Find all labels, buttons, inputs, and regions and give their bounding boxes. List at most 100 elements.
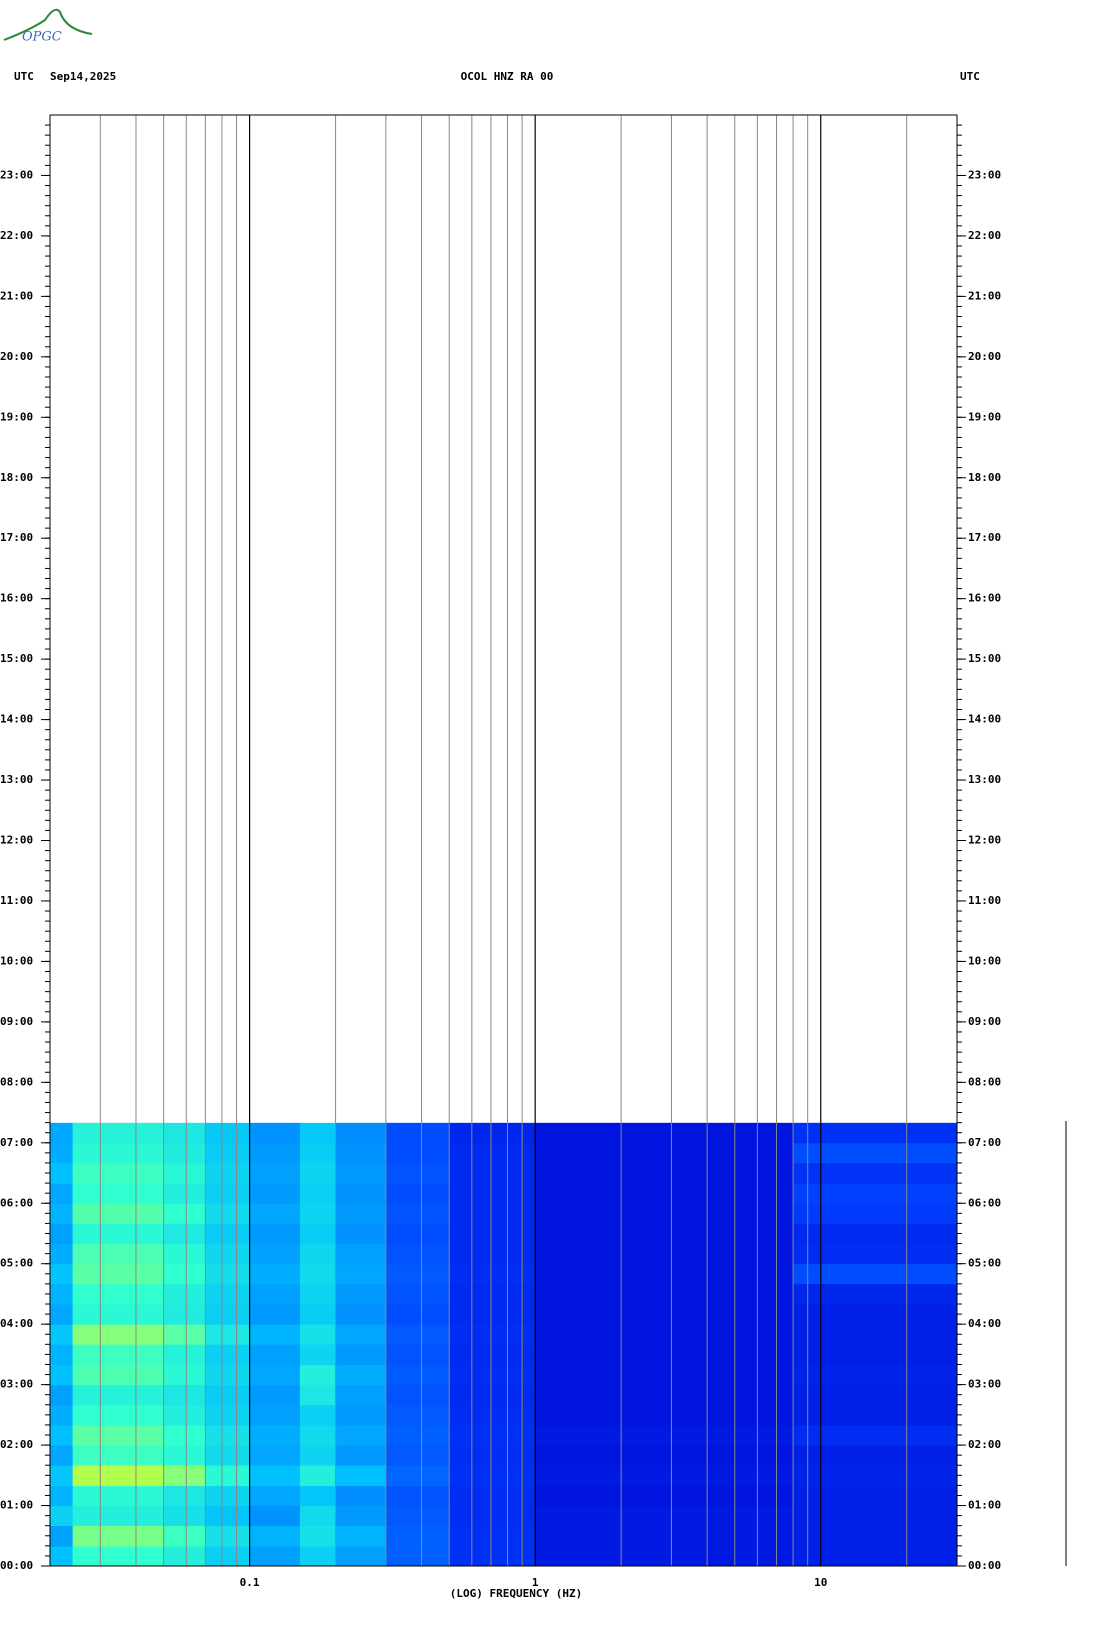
cell: [205, 1525, 251, 1547]
y-tick-label: 17:00: [0, 531, 33, 544]
cell: [793, 1203, 958, 1224]
cell: [163, 1223, 206, 1245]
y-tick-label: 21:00: [0, 289, 33, 302]
cell: [793, 1324, 958, 1345]
cell: [249, 1445, 301, 1466]
cell: [335, 1162, 387, 1184]
y-tick-label: 13:00: [0, 773, 33, 786]
cell: [163, 1404, 206, 1426]
cell: [299, 1283, 337, 1305]
cell: [535, 1223, 794, 1245]
cell: [50, 1485, 74, 1507]
cell: [50, 1404, 74, 1426]
cell: [535, 1162, 794, 1184]
cell: [72, 1485, 165, 1507]
cell: [72, 1465, 165, 1487]
cell: [72, 1304, 165, 1325]
y-tick-label: 08:00: [0, 1075, 33, 1088]
cell: [535, 1364, 794, 1386]
cell: [50, 1243, 74, 1265]
cell: [72, 1203, 165, 1224]
cell: [449, 1243, 536, 1265]
cell: [72, 1364, 165, 1386]
cell: [72, 1425, 165, 1446]
cell: [249, 1546, 301, 1567]
cell: [249, 1485, 301, 1507]
cell: [299, 1344, 337, 1366]
y-tick-label: 12:00: [0, 834, 33, 847]
cell: [249, 1425, 301, 1446]
y-tick-label: 23:00: [968, 168, 1001, 181]
y-tick-label: 05:00: [0, 1257, 33, 1270]
cell: [299, 1183, 337, 1204]
cell: [299, 1304, 337, 1325]
cell: [449, 1183, 536, 1204]
cell: [205, 1425, 251, 1446]
cell: [50, 1324, 74, 1345]
cell: [249, 1324, 301, 1345]
cell: [385, 1283, 450, 1305]
cell: [163, 1445, 206, 1466]
y-tick-label: 08:00: [968, 1075, 1001, 1088]
cell: [50, 1142, 74, 1164]
y-tick-label: 16:00: [968, 592, 1001, 605]
cell: [385, 1142, 450, 1164]
cell: [205, 1122, 251, 1144]
cell: [205, 1505, 251, 1526]
cell: [535, 1183, 794, 1204]
cell: [535, 1203, 794, 1224]
cell: [335, 1203, 387, 1224]
cell: [335, 1283, 387, 1305]
y-tick-label: 11:00: [0, 894, 33, 907]
cell: [335, 1546, 387, 1567]
cell: [299, 1465, 337, 1487]
cell: [299, 1263, 337, 1285]
cell: [335, 1183, 387, 1204]
cell: [449, 1465, 536, 1487]
y-tick-label: 07:00: [0, 1136, 33, 1149]
x-axis-label: (LOG) FREQUENCY (HZ): [450, 1587, 582, 1600]
cell: [335, 1142, 387, 1164]
cell: [449, 1404, 536, 1426]
y-tick-label: 01:00: [968, 1499, 1001, 1512]
cell: [793, 1162, 958, 1184]
cell: [385, 1505, 450, 1526]
cell: [335, 1324, 387, 1345]
cell: [535, 1525, 794, 1547]
cell: [299, 1505, 337, 1526]
cell: [385, 1203, 450, 1224]
cell: [163, 1283, 206, 1305]
cell: [50, 1344, 74, 1366]
cell: [72, 1344, 165, 1366]
cell: [335, 1304, 387, 1325]
cell: [299, 1122, 337, 1144]
cell: [793, 1505, 958, 1526]
cell: [449, 1505, 536, 1526]
cell: [335, 1344, 387, 1366]
cell: [385, 1263, 450, 1285]
cell: [249, 1283, 301, 1305]
cell: [385, 1364, 450, 1386]
cell: [50, 1505, 74, 1526]
cell: [72, 1404, 165, 1426]
cell: [205, 1283, 251, 1305]
cell: [72, 1546, 165, 1567]
cell: [205, 1142, 251, 1164]
cell: [163, 1324, 206, 1345]
y-tick-label: 02:00: [0, 1438, 33, 1451]
x-tick-label: 0.1: [240, 1576, 260, 1589]
cell: [793, 1364, 958, 1386]
cell: [249, 1384, 301, 1406]
cell: [50, 1183, 74, 1204]
cell: [50, 1425, 74, 1446]
cell: [163, 1183, 206, 1204]
cell: [449, 1344, 536, 1366]
cell: [163, 1525, 206, 1547]
cell: [205, 1344, 251, 1366]
cell: [449, 1203, 536, 1224]
cell: [72, 1243, 165, 1265]
cell: [205, 1203, 251, 1224]
cell: [535, 1344, 794, 1366]
heatmap: [50, 1122, 958, 1567]
chart-title: OCOL HNZ RA 00: [461, 70, 554, 83]
